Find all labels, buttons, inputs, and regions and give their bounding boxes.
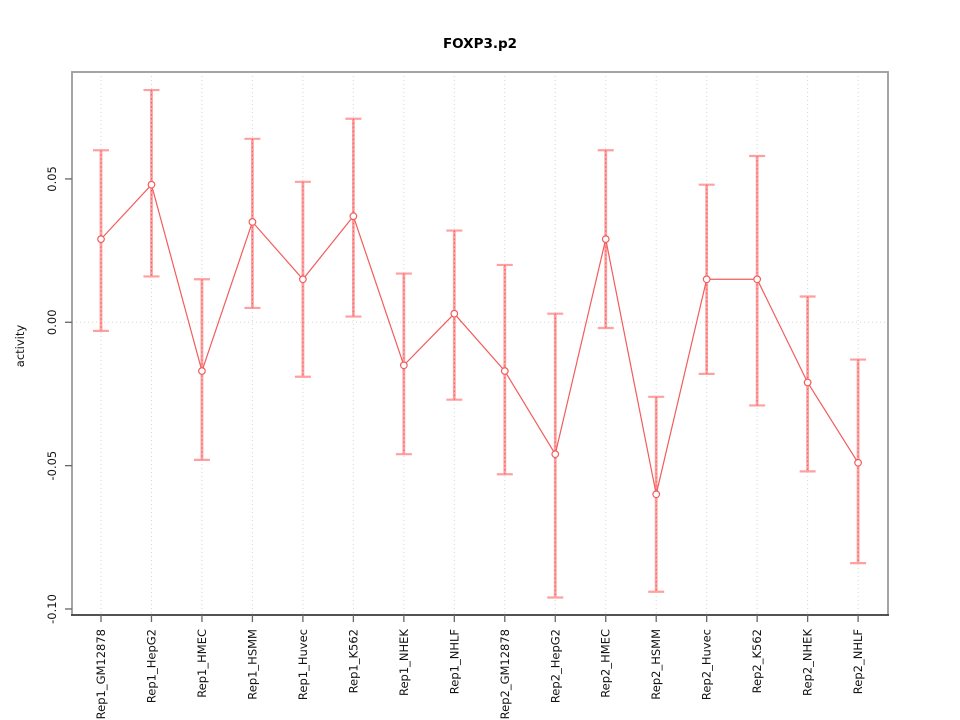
x-tick-label: Rep2_HepG2: [548, 629, 562, 703]
y-tick-label: 0.05: [45, 166, 59, 192]
data-point-marker: [97, 235, 105, 244]
data-point-marker: [248, 218, 257, 226]
data-point-marker: [702, 275, 711, 284]
x-tick-label: Rep1_NHEK: [397, 629, 411, 696]
data-point-marker: [500, 367, 509, 375]
data-point-marker: [601, 235, 610, 244]
chart-title: FOXP3.p2: [442, 36, 518, 52]
data-point-marker: [198, 367, 206, 375]
x-tick-label: Rep2_GM12878: [498, 629, 512, 719]
data-point-marker: [298, 275, 307, 284]
data-point-marker: [450, 309, 459, 318]
data-point-marker: [753, 275, 762, 284]
data-point-marker: [147, 180, 156, 189]
x-tick-label: Rep1_HepG2: [144, 629, 158, 703]
x-tick-label: Rep1_NHLF: [447, 629, 461, 694]
y-axis-label: activity: [13, 325, 27, 368]
x-tick-label: Rep1_HMEC: [195, 629, 209, 698]
data-point-marker: [399, 361, 408, 370]
y-tick-label: 0.00: [45, 309, 59, 335]
x-tick-label: Rep1_HSMM: [245, 629, 259, 700]
data-point-marker: [349, 212, 358, 221]
data-point-marker: [551, 450, 560, 459]
series-line: [100, 183, 859, 495]
x-tick-label: Rep1_GM12878: [94, 629, 108, 719]
x-tick-label: Rep2_Huvec: [700, 629, 714, 700]
data-point-marker: [854, 458, 862, 467]
x-tick-label: Rep1_Huvec: [296, 629, 310, 700]
x-tick-label: Rep1_K562: [346, 629, 360, 693]
x-tick-label: Rep2_HMEC: [599, 629, 613, 698]
x-tick-label: Rep2_NHLF: [851, 629, 865, 694]
y-tick-label: -0.05: [45, 451, 59, 481]
x-tick-label: Rep2_HSMM: [649, 629, 663, 700]
x-tick-label: Rep2_K562: [750, 629, 764, 693]
x-tick-label: Rep2_NHEK: [801, 629, 815, 696]
y-tick-label: -0.10: [45, 594, 59, 624]
data-point-marker: [652, 490, 661, 499]
data-point-marker: [803, 378, 812, 387]
